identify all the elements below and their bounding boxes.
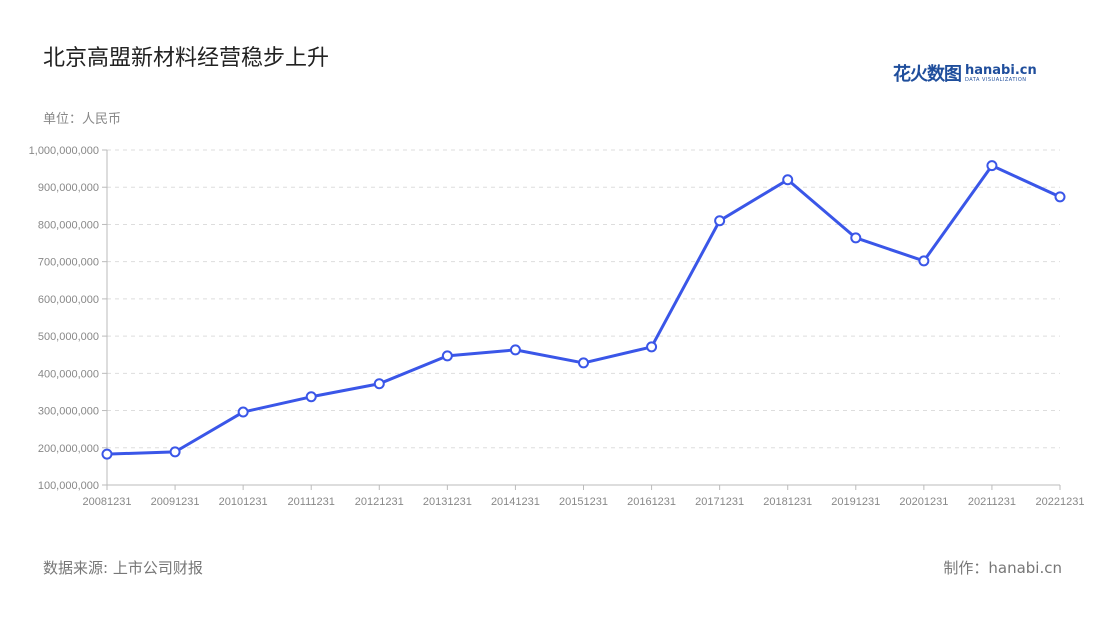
data-point [441,350,453,362]
y-tick-label: 300,000,000 [38,406,99,418]
x-tick-label: 20171231 [695,496,744,508]
x-tick-label: 20111231 [288,496,335,508]
data-point [782,174,794,186]
y-tick-label: 600,000,000 [38,294,99,306]
data-point [986,160,998,172]
y-tick-label: 100,000,000 [38,480,99,492]
chart-title: 北京高盟新材料经营稳步上升 [43,46,330,71]
data-point [850,232,862,244]
data-point [714,215,726,227]
x-tick-label: 20201231 [899,496,948,508]
x-tick-label: 20131231 [423,496,472,508]
data-point [1054,191,1066,203]
x-tick-label: 20141231 [491,496,540,508]
y-tick-label: 400,000,000 [38,368,99,380]
x-tick-label: 20221231 [1036,496,1085,508]
y-tick-label: 900,000,000 [38,182,99,194]
data-point [646,341,658,353]
y-tick-label: 500,000,000 [38,331,99,343]
x-tick-label: 20081231 [83,496,132,508]
y-axis-label: 单位：人民币 [43,112,122,127]
data-point [373,378,385,390]
data-point [169,446,181,458]
y-tick-label: 200,000,000 [38,443,99,455]
logo-cn: 花火数图 [893,64,962,85]
data-point [237,406,249,418]
y-tick-label: 1,000,000,000 [29,145,99,157]
data-source: 数据来源: 上市公司财报 [43,559,203,577]
x-tick-label: 20151231 [559,496,608,508]
y-tick-label: 800,000,000 [38,219,99,231]
x-tick-label: 20211231 [968,496,1016,508]
credit: 制作：hanabi.cn [943,559,1062,577]
x-tick-label: 20101231 [219,496,268,508]
x-tick-label: 20091231 [151,496,200,508]
logo-en-text: hanabi.cn [965,62,1037,78]
data-point [509,344,521,356]
y-tick-label: 700,000,000 [38,257,99,269]
logo: 花火数图 hanabi.cn DATA VISUALIZATION [893,60,1037,86]
x-tick-label: 20181231 [763,496,812,508]
data-point [918,255,930,267]
x-tick-label: 20121231 [355,496,404,508]
logo-en: hanabi.cn DATA VISUALIZATION [965,64,1037,83]
x-tick-label: 20161231 [627,496,676,508]
data-point [578,357,589,369]
data-point [101,448,113,460]
x-tick-label: 20191231 [831,496,880,508]
logo-sub-text: DATA VISUALIZATION [965,76,1027,83]
data-point [305,391,317,403]
